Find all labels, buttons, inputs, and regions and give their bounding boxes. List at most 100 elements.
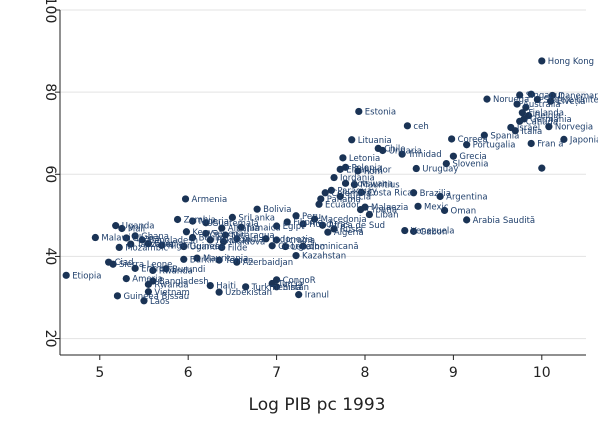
point-label-14: Italia [521, 127, 542, 137]
data-point-2 [516, 91, 524, 99]
y-tick-label-3: 80 [42, 83, 58, 101]
data-point-50 [365, 210, 374, 219]
point-label-99: Kazahstan [302, 252, 346, 262]
data-point-94 [180, 242, 188, 250]
data-point-61 [410, 227, 418, 235]
point-label-37: Mauritius [360, 181, 400, 191]
point-label-62: Armenia [192, 195, 228, 205]
point-label-110: Turkmenistan [251, 283, 309, 293]
data-point-20 [560, 135, 568, 143]
point-label-73: Benin [199, 234, 223, 244]
point-label-82: Filde [228, 243, 248, 253]
data-point-42 [336, 192, 344, 201]
data-point-60 [401, 226, 409, 235]
data-point-69 [237, 223, 245, 231]
point-label-59: Algeria [334, 228, 364, 238]
data-point-41 [410, 189, 418, 197]
data-point-71 [202, 229, 210, 238]
point-label-65: Zambia [184, 215, 216, 225]
point-label-46: Malaezia [371, 203, 408, 213]
point-label-60: Venezuela [411, 227, 455, 237]
point-label-21: Grecia [459, 152, 486, 162]
point-label-76: Pakistan [216, 236, 252, 246]
point-label-54: Honduras [309, 220, 350, 230]
point-label-25: ceh [413, 122, 428, 132]
point-label-77: Moldova [230, 238, 266, 248]
point-label-90: Mozambic [125, 243, 168, 253]
point-label-10: Belgia [535, 112, 561, 122]
data-point-62 [181, 195, 190, 203]
labels-layer: Hong Kong NoruegaSingapurDanemarcaStatele… [72, 57, 598, 307]
point-label-9: Finlanda [528, 109, 564, 119]
point-label-31: Polonia [352, 163, 383, 173]
point-label-83: Uganda [190, 243, 223, 253]
point-label-17: Coreea [458, 135, 488, 145]
data-point-59 [324, 228, 332, 236]
point-label-38: Paraguay [337, 186, 377, 196]
point-label-78: Ucraina [283, 236, 316, 246]
point-label-20: Japonia [569, 135, 598, 145]
data-point-86 [131, 232, 139, 240]
point-label-89: Bangladesh [148, 236, 198, 246]
y-tick-label-0: 20 [42, 330, 58, 348]
point-label-93: Niger [168, 241, 191, 251]
point-label-75: Indonezia [272, 235, 313, 245]
data-point-70 [182, 228, 191, 236]
point-label-94: Guineea [190, 242, 225, 252]
data-point-35 [330, 173, 338, 182]
point-label-39: Colombia [331, 189, 371, 199]
data-point-5 [533, 95, 541, 104]
point-label-1: Noruega [493, 95, 529, 105]
point-label-66: Nigeria [199, 217, 229, 227]
x-tick-label-0: 5 [95, 365, 104, 381]
x-tick-label-3: 8 [361, 365, 370, 381]
point-label-107: Bangladesh [159, 277, 209, 287]
data-point-6 [547, 97, 555, 105]
data-point-82 [218, 243, 226, 251]
point-label-103: Rwanda [159, 266, 193, 276]
data-point-78 [272, 236, 281, 244]
point-label-69: Jamaica [246, 223, 280, 233]
point-label-48: Croația [367, 206, 398, 216]
point-label-30: Letonia [349, 154, 380, 164]
data-point-98 [215, 256, 223, 264]
data-point-81 [299, 242, 307, 250]
point-label-96: Burkina [190, 255, 223, 265]
data-point-66 [189, 217, 197, 225]
point-label-95: Mauritania [203, 254, 248, 264]
data-point-44 [436, 192, 444, 201]
data-point-91 [127, 240, 135, 248]
data-point-39 [321, 189, 329, 197]
data-point-34 [412, 164, 420, 173]
point-label-50: Liban [375, 211, 398, 221]
point-label-109: Haiti [216, 282, 236, 292]
point-label-85: Mali [128, 225, 145, 235]
data-point-95 [193, 254, 201, 262]
point-label-18: Portugalia [473, 141, 516, 151]
data-point-118 [140, 297, 148, 305]
point-label-22: Slovenia [452, 160, 488, 170]
point-label-45: Ecuador [325, 200, 360, 210]
data-point-115 [215, 288, 223, 296]
point-label-116: Iranul [305, 291, 329, 301]
data-point-52 [292, 212, 300, 220]
point-label-97: Azerbaidjan [243, 258, 293, 268]
point-label-87: Malawi [101, 234, 130, 244]
data-point-21 [449, 152, 457, 160]
point-label-35: Iordania [340, 174, 375, 184]
data-point-93 [158, 241, 166, 249]
data-point-92 [144, 240, 153, 248]
data-point-53 [311, 215, 319, 223]
data-point-103 [149, 266, 157, 274]
data-point-80 [281, 242, 290, 251]
point-label-61: Gabon [420, 227, 448, 237]
grid-layer [60, 9, 586, 340]
data-point-8 [522, 103, 530, 111]
data-point-106 [122, 275, 130, 283]
point-label-51: Arabia Saudită [473, 216, 535, 226]
point-label-43: Panama [327, 195, 361, 205]
data-point-28 [379, 146, 387, 155]
axis-layer: 5 6 7 8 9 10 20 40 60 80 100 [42, 0, 586, 381]
data-point-109 [206, 281, 214, 290]
data-point-105 [62, 271, 70, 279]
